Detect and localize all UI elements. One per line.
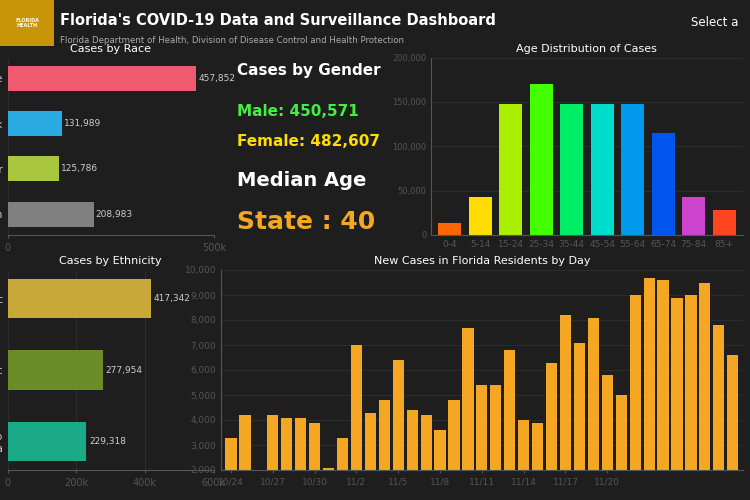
- Bar: [621, 104, 644, 235]
- Bar: [602, 375, 613, 500]
- Bar: [490, 385, 502, 500]
- Bar: [8, 111, 62, 136]
- Bar: [8, 422, 86, 461]
- Bar: [8, 202, 94, 227]
- Bar: [351, 345, 362, 500]
- Bar: [323, 468, 334, 500]
- Bar: [591, 104, 613, 235]
- Text: 125,786: 125,786: [62, 164, 98, 173]
- Bar: [713, 325, 724, 500]
- Text: Florida's COVID-19 Data and Surveillance Dashboard: Florida's COVID-19 Data and Surveillance…: [60, 13, 496, 28]
- Bar: [393, 360, 404, 500]
- Bar: [644, 278, 655, 500]
- Bar: [476, 385, 488, 500]
- Text: 229,318: 229,318: [89, 437, 126, 446]
- Bar: [728, 355, 738, 500]
- Bar: [281, 418, 292, 500]
- Bar: [546, 362, 557, 500]
- Bar: [8, 350, 103, 390]
- Bar: [448, 400, 460, 500]
- Bar: [682, 197, 705, 235]
- Bar: [712, 210, 736, 235]
- Bar: [652, 133, 674, 235]
- Text: State : 40: State : 40: [236, 210, 375, 234]
- Text: 417,342: 417,342: [154, 294, 190, 303]
- Bar: [267, 415, 278, 500]
- Bar: [239, 415, 250, 500]
- Bar: [686, 295, 697, 500]
- Text: Median Age: Median Age: [236, 171, 366, 190]
- Text: 208,983: 208,983: [96, 210, 133, 219]
- Bar: [438, 224, 461, 235]
- Bar: [434, 430, 445, 500]
- Bar: [337, 438, 348, 500]
- Bar: [504, 350, 515, 500]
- Bar: [254, 470, 265, 500]
- Text: FLORIDA
HEALTH: FLORIDA HEALTH: [15, 18, 39, 28]
- Bar: [8, 279, 151, 318]
- Bar: [364, 412, 376, 500]
- Bar: [8, 66, 196, 90]
- Bar: [560, 315, 571, 500]
- Bar: [0, 0, 54, 46]
- Bar: [560, 104, 583, 235]
- Bar: [309, 422, 320, 500]
- Bar: [532, 422, 543, 500]
- Bar: [379, 400, 390, 500]
- Bar: [406, 410, 418, 500]
- Bar: [8, 156, 59, 182]
- Bar: [462, 328, 473, 500]
- Bar: [518, 420, 530, 500]
- Text: Cases by Gender: Cases by Gender: [236, 63, 380, 78]
- Bar: [421, 415, 432, 500]
- Bar: [530, 84, 553, 235]
- Bar: [469, 197, 491, 235]
- Bar: [226, 438, 236, 500]
- Bar: [295, 418, 306, 500]
- Text: 457,852: 457,852: [199, 74, 236, 82]
- Title: Cases by Ethnicity: Cases by Ethnicity: [59, 256, 162, 266]
- Text: 131,989: 131,989: [64, 119, 101, 128]
- Bar: [588, 318, 599, 500]
- Bar: [671, 298, 682, 500]
- Title: New Cases in Florida Residents by Day: New Cases in Florida Residents by Day: [374, 256, 590, 266]
- Text: Select a: Select a: [692, 16, 739, 30]
- Text: Male: 450,571: Male: 450,571: [236, 104, 358, 118]
- Text: Florida Department of Health, Division of Disease Control and Health Protection: Florida Department of Health, Division o…: [60, 36, 404, 45]
- Bar: [658, 280, 669, 500]
- Bar: [629, 295, 640, 500]
- Title: Age Distribution of Cases: Age Distribution of Cases: [517, 44, 657, 54]
- Text: 277,954: 277,954: [106, 366, 142, 374]
- Text: Female: 482,607: Female: 482,607: [236, 134, 380, 149]
- Bar: [699, 282, 710, 500]
- Title: Cases by Race: Cases by Race: [70, 44, 151, 54]
- Bar: [616, 395, 627, 500]
- Bar: [574, 342, 585, 500]
- Bar: [500, 104, 522, 235]
